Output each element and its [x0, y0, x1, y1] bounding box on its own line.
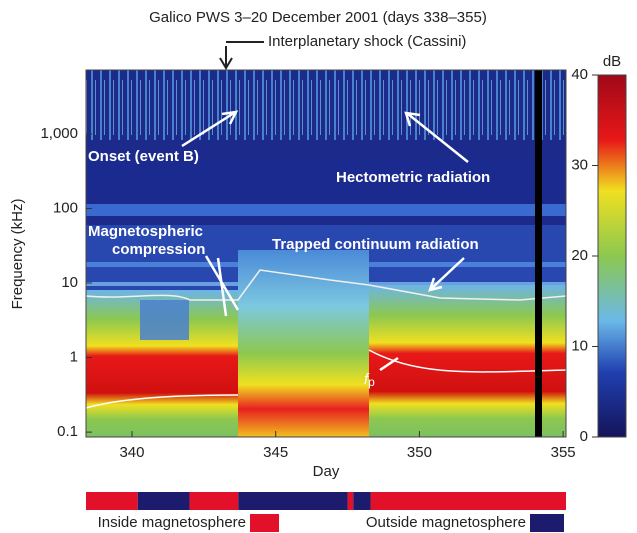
colorbar-label: dB: [603, 53, 621, 70]
region-bar: [370, 492, 566, 510]
symbol: f: [364, 371, 370, 388]
arrow: [428, 257, 465, 292]
region-bar: [137, 492, 190, 510]
spectrogram: [85, 69, 567, 438]
annotations: Onset (event B) Hectometric radiation Ma…: [88, 110, 490, 389]
x-axis-label: Day: [313, 463, 340, 480]
y-tick-label: 0.1: [57, 423, 78, 440]
colorbar: [597, 74, 627, 438]
x-tick-label: 340: [119, 444, 144, 461]
x-tick-label: 350: [407, 444, 432, 461]
annotation: Onset (event B): [88, 148, 199, 165]
legend-swatch: [250, 514, 279, 532]
annotation: compression: [112, 241, 205, 258]
arrow: [379, 356, 399, 372]
y-tick-label: 1,000: [40, 125, 78, 142]
y-axis-label: Frequency (kHz): [9, 199, 26, 310]
y-tick-label: 100: [53, 199, 78, 216]
colorbar-tick-label: 0: [580, 428, 588, 445]
x-tick-label: 355: [551, 444, 576, 461]
y-tick-label: 10: [61, 274, 78, 291]
arrow: [204, 255, 240, 317]
region-bar: [347, 492, 354, 510]
arrow: [181, 110, 239, 148]
shock-arrow: [219, 41, 264, 70]
legend-swatch: [530, 514, 564, 532]
shock-label: Interplanetary shock (Cassini): [268, 33, 466, 50]
colorbar-tick-label: 30: [571, 156, 588, 173]
annotation: fp: [364, 371, 375, 389]
arrow: [404, 111, 469, 163]
region-bar: [238, 492, 348, 510]
region-bar: [86, 492, 138, 510]
colorbar-tick-label: 10: [571, 337, 588, 354]
colorbar-tick-label: 20: [571, 247, 588, 264]
y-tick-label: 1: [70, 349, 78, 366]
colorbar-tick-label: 40: [571, 66, 588, 83]
legend-label: Inside magnetosphere: [98, 514, 246, 531]
chart-title: Galico PWS 3–20 December 2001 (days 338–…: [149, 9, 487, 26]
annotation: Hectometric radiation: [336, 169, 490, 186]
annotation: Trapped continuum radiation: [272, 236, 479, 253]
region-bar: [189, 492, 239, 510]
legend-label: Outside magnetosphere: [366, 514, 526, 531]
region-bar: [353, 492, 371, 510]
annotation: Magnetospheric: [88, 223, 203, 240]
x-tick-label: 345: [263, 444, 288, 461]
subscript: p: [368, 375, 375, 389]
